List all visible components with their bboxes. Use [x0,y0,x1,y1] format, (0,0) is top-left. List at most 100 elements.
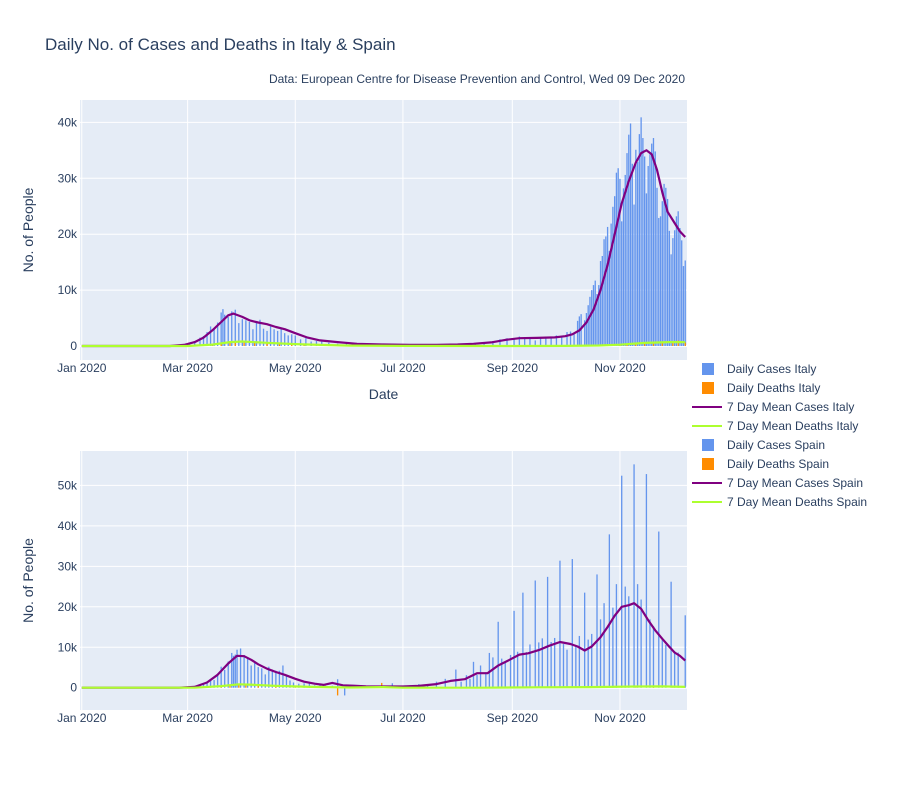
legend-label: 7 Day Mean Deaths Spain [727,495,867,509]
bar [613,196,616,347]
bar [509,654,512,688]
bar [652,342,655,347]
bar [234,309,236,347]
bar [292,682,295,688]
x-tick-label: May 2020 [269,711,322,725]
bar [305,338,307,347]
bar [206,681,208,688]
bar [675,216,678,347]
legend-item[interactable]: 7 Day Mean Deaths Spain [692,495,867,509]
bar [469,678,471,688]
bar [220,666,222,688]
bar [665,187,667,347]
legend-item[interactable]: Daily Deaths Italy [702,381,820,395]
bar [587,639,589,688]
bar [209,326,212,347]
y-tick-label: 40k [58,519,78,533]
y-tick-label: 30k [58,171,78,185]
bar [603,239,605,347]
bar [252,329,254,347]
bar [213,680,215,688]
bar [248,321,251,347]
x-tick-label: May 2020 [269,361,322,375]
bar [636,584,639,688]
bar [624,174,626,347]
bar [553,637,556,688]
bar [224,669,226,688]
legend-item[interactable]: Daily Cases Spain [702,438,825,452]
bar [238,684,240,688]
legend-swatch [702,458,714,470]
bar [291,344,293,347]
bar [492,657,494,688]
bar [266,330,268,347]
x-tick-label: Jan 2020 [57,711,107,725]
bar [605,236,607,347]
legend[interactable]: Daily Cases Italy Daily Deaths Italy 7 Day… [692,362,867,509]
y-tick-label: 20k [58,600,78,614]
bar [608,250,611,347]
bar [254,342,256,347]
legend-item[interactable]: 7 Day Mean Cases Italy [692,400,854,414]
bar [571,559,573,688]
bar [596,574,598,688]
bar [287,335,289,347]
bar [268,666,270,688]
bar [673,651,676,688]
bar [652,626,655,688]
legend-label: 7 Day Mean Deaths Italy [727,419,858,433]
bar [661,638,663,688]
bar [276,330,279,347]
bar [666,198,669,347]
bar [640,599,642,688]
bar [227,316,229,347]
bar [578,635,581,688]
bar [299,339,302,347]
bar [576,320,579,347]
bar [216,673,219,688]
legend-swatch [702,382,714,394]
bar [569,331,572,347]
bar [631,163,633,347]
bar [344,687,346,696]
bar [677,340,679,347]
bar [291,334,293,347]
bar [209,679,212,688]
bar [516,651,519,688]
bar [250,665,252,688]
bar [601,256,603,347]
y-tick-label: 10k [58,283,78,297]
bar [603,603,605,688]
legend-item[interactable]: Daily Deaths Spain [702,457,829,471]
bar [677,211,679,347]
bar [684,342,686,347]
y-axis-title: No. of People [20,187,36,272]
bar [280,328,282,347]
legend-item[interactable]: 7 Day Mean Deaths Italy [692,419,858,433]
legend-item[interactable]: Daily Cases Italy [702,362,816,376]
bar [488,652,491,688]
bar [261,668,263,688]
bar [566,649,568,688]
bar [513,338,515,347]
bar [506,338,508,347]
bar [264,674,266,688]
bar [539,337,542,347]
bar [243,654,245,688]
bar [658,531,660,688]
bar [599,619,602,688]
bar [684,615,686,688]
bar [612,206,614,347]
y-tick-label: 0 [70,681,77,695]
bar [617,168,619,347]
y-tick-label: 50k [58,478,78,492]
legend-item[interactable]: 7 Day Mean Cases Spain [692,476,863,490]
bar [594,280,596,347]
bar [659,216,662,347]
bar [670,581,672,688]
bar [608,534,611,688]
plot-area [80,100,687,360]
bar [220,312,222,347]
y-tick-label: 20k [58,227,78,241]
chart-subtitle: Data: European Centre for Disease Preven… [269,72,685,86]
